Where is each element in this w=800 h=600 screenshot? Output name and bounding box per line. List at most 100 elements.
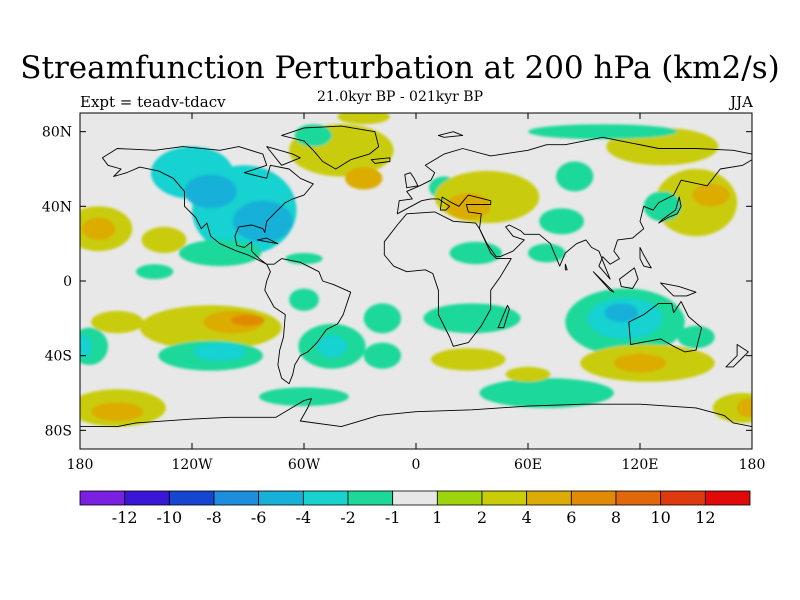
colorbar-label-3: -6 [251, 508, 267, 527]
coastline-british-isles [404, 172, 419, 189]
contour-region-44 [430, 348, 506, 371]
contour-region-53 [677, 325, 715, 349]
x-tick-label-4: 60E [514, 457, 542, 473]
y-tick-label-4: 80S [45, 423, 72, 439]
colorbar-box-11 [570, 490, 617, 506]
coastline-borneo [619, 267, 639, 289]
coastline-cuba [256, 237, 279, 245]
colorbar-label-0: -12 [112, 508, 138, 527]
x-tick-label-6: 180 [739, 457, 766, 473]
coastline-sri-lanka [564, 263, 568, 271]
y-tick-label-2: 0 [63, 274, 72, 290]
colorbar-label-5: -2 [340, 508, 356, 527]
coastline-madagascar [497, 304, 510, 329]
colorbar-label-7: 1 [432, 508, 442, 527]
coastline-north-america [101, 146, 314, 265]
chart-title: Streamfunction Perturbation at 200 hPa (… [20, 50, 780, 86]
coastline-philippines [639, 246, 652, 269]
colorbar-label-2: -8 [206, 508, 222, 527]
coastline-new-guinea [660, 282, 697, 297]
coastline-australia [628, 301, 703, 353]
colorbar-box-9 [481, 490, 528, 506]
x-tick-label-3: 0 [412, 457, 421, 473]
y-tick-label-3: 40S [45, 349, 72, 365]
contour-region-52 [737, 398, 752, 418]
contour-region-41 [604, 303, 639, 323]
contour-region-3 [233, 200, 293, 242]
contour-region-21 [81, 217, 116, 240]
x-tick-label-2: 60W [288, 457, 321, 473]
contour-region-6 [337, 113, 390, 125]
colorbar-label-1: -10 [156, 508, 182, 527]
contour-region-28 [231, 314, 265, 326]
contour-region-17 [643, 191, 682, 222]
y-tick-label-0: 80N [42, 125, 72, 141]
contour-region-25 [136, 264, 174, 280]
colorbar-box-7 [392, 490, 438, 506]
colorbar-box-1 [124, 490, 170, 506]
colorbar-label-12: 10 [650, 508, 670, 527]
contour-region-29 [91, 310, 144, 334]
contour-region-19 [449, 241, 502, 265]
contour-region-13 [556, 161, 594, 192]
colorbar-label-8: 2 [477, 508, 487, 527]
colorbar-box-0 [79, 490, 126, 506]
contour-region-37 [80, 335, 92, 358]
colorbar-box-2 [168, 490, 215, 506]
y-tick-label-1: 40N [42, 199, 72, 215]
contour-region-22 [141, 226, 187, 253]
contour-region-5 [345, 167, 383, 190]
coastline-new-zealand [725, 344, 749, 368]
colorbar-label-10: 6 [566, 508, 576, 527]
colorbar: -12 -10 -8 -6 -4 -2 -1 1 2 4 6 8 10 12 [79, 490, 751, 527]
colorbar-box-4 [258, 490, 304, 506]
coastline-japan [658, 196, 682, 224]
colorbar-box-10 [526, 490, 572, 506]
contour-region-31 [193, 342, 247, 362]
contour-region-2 [184, 174, 237, 209]
contour-region-24 [285, 253, 323, 265]
contour-region-45 [363, 342, 402, 369]
colorbar-box-12 [615, 490, 662, 506]
colorbar-box-3 [213, 490, 260, 506]
colorbar-box-8 [436, 490, 483, 506]
contour-region-34 [317, 335, 347, 358]
chart-subtitle: 21.0kyr BP - 021kyr BP [316, 89, 483, 105]
contour-region-14 [539, 208, 584, 235]
contour-region-49 [91, 402, 144, 421]
x-tick-label-1: 120W [171, 457, 213, 473]
coastline-greenland [281, 125, 380, 170]
colorbar-label-9: 4 [522, 508, 532, 527]
contour-region-12 [528, 124, 678, 140]
contour-region-47 [505, 366, 551, 382]
coastline-sumatra [592, 271, 615, 293]
coastline-africa [383, 211, 512, 347]
coastline-svalbard [437, 131, 464, 138]
contour-region-38 [423, 303, 521, 334]
contour-region-18 [528, 243, 566, 263]
coastline-south-america [264, 258, 352, 385]
x-tick-label-0: 180 [67, 457, 94, 473]
coastlines [80, 125, 752, 449]
contour-region-9 [434, 170, 540, 224]
colorbar-label-4: -4 [296, 508, 312, 527]
colorbar-label-13: 12 [695, 508, 715, 527]
contour-region-32 [289, 288, 319, 311]
colorbar-box-13 [660, 490, 706, 506]
colorbar-label-11: 8 [611, 508, 621, 527]
colorbar-box-14 [704, 490, 751, 506]
map-axes: 180 120W 60W 0 60E 120E 180 80N 40N 0 40S 80S [42, 113, 765, 473]
contour-region-43 [613, 353, 667, 373]
colorbar-box-5 [302, 490, 349, 506]
experiment-label: Expt = teadv-tdacv [80, 93, 226, 111]
colorbar-label-6: -1 [385, 508, 401, 527]
season-label: JJA [730, 93, 753, 111]
coastline-eurasia [396, 136, 752, 280]
contour-region-10 [445, 193, 491, 220]
contour-region-50 [259, 387, 349, 407]
contour-region-16 [692, 183, 730, 207]
colorbar-box-6 [347, 490, 394, 506]
contour-region-46 [479, 378, 614, 408]
coastline-iceland [370, 157, 391, 164]
